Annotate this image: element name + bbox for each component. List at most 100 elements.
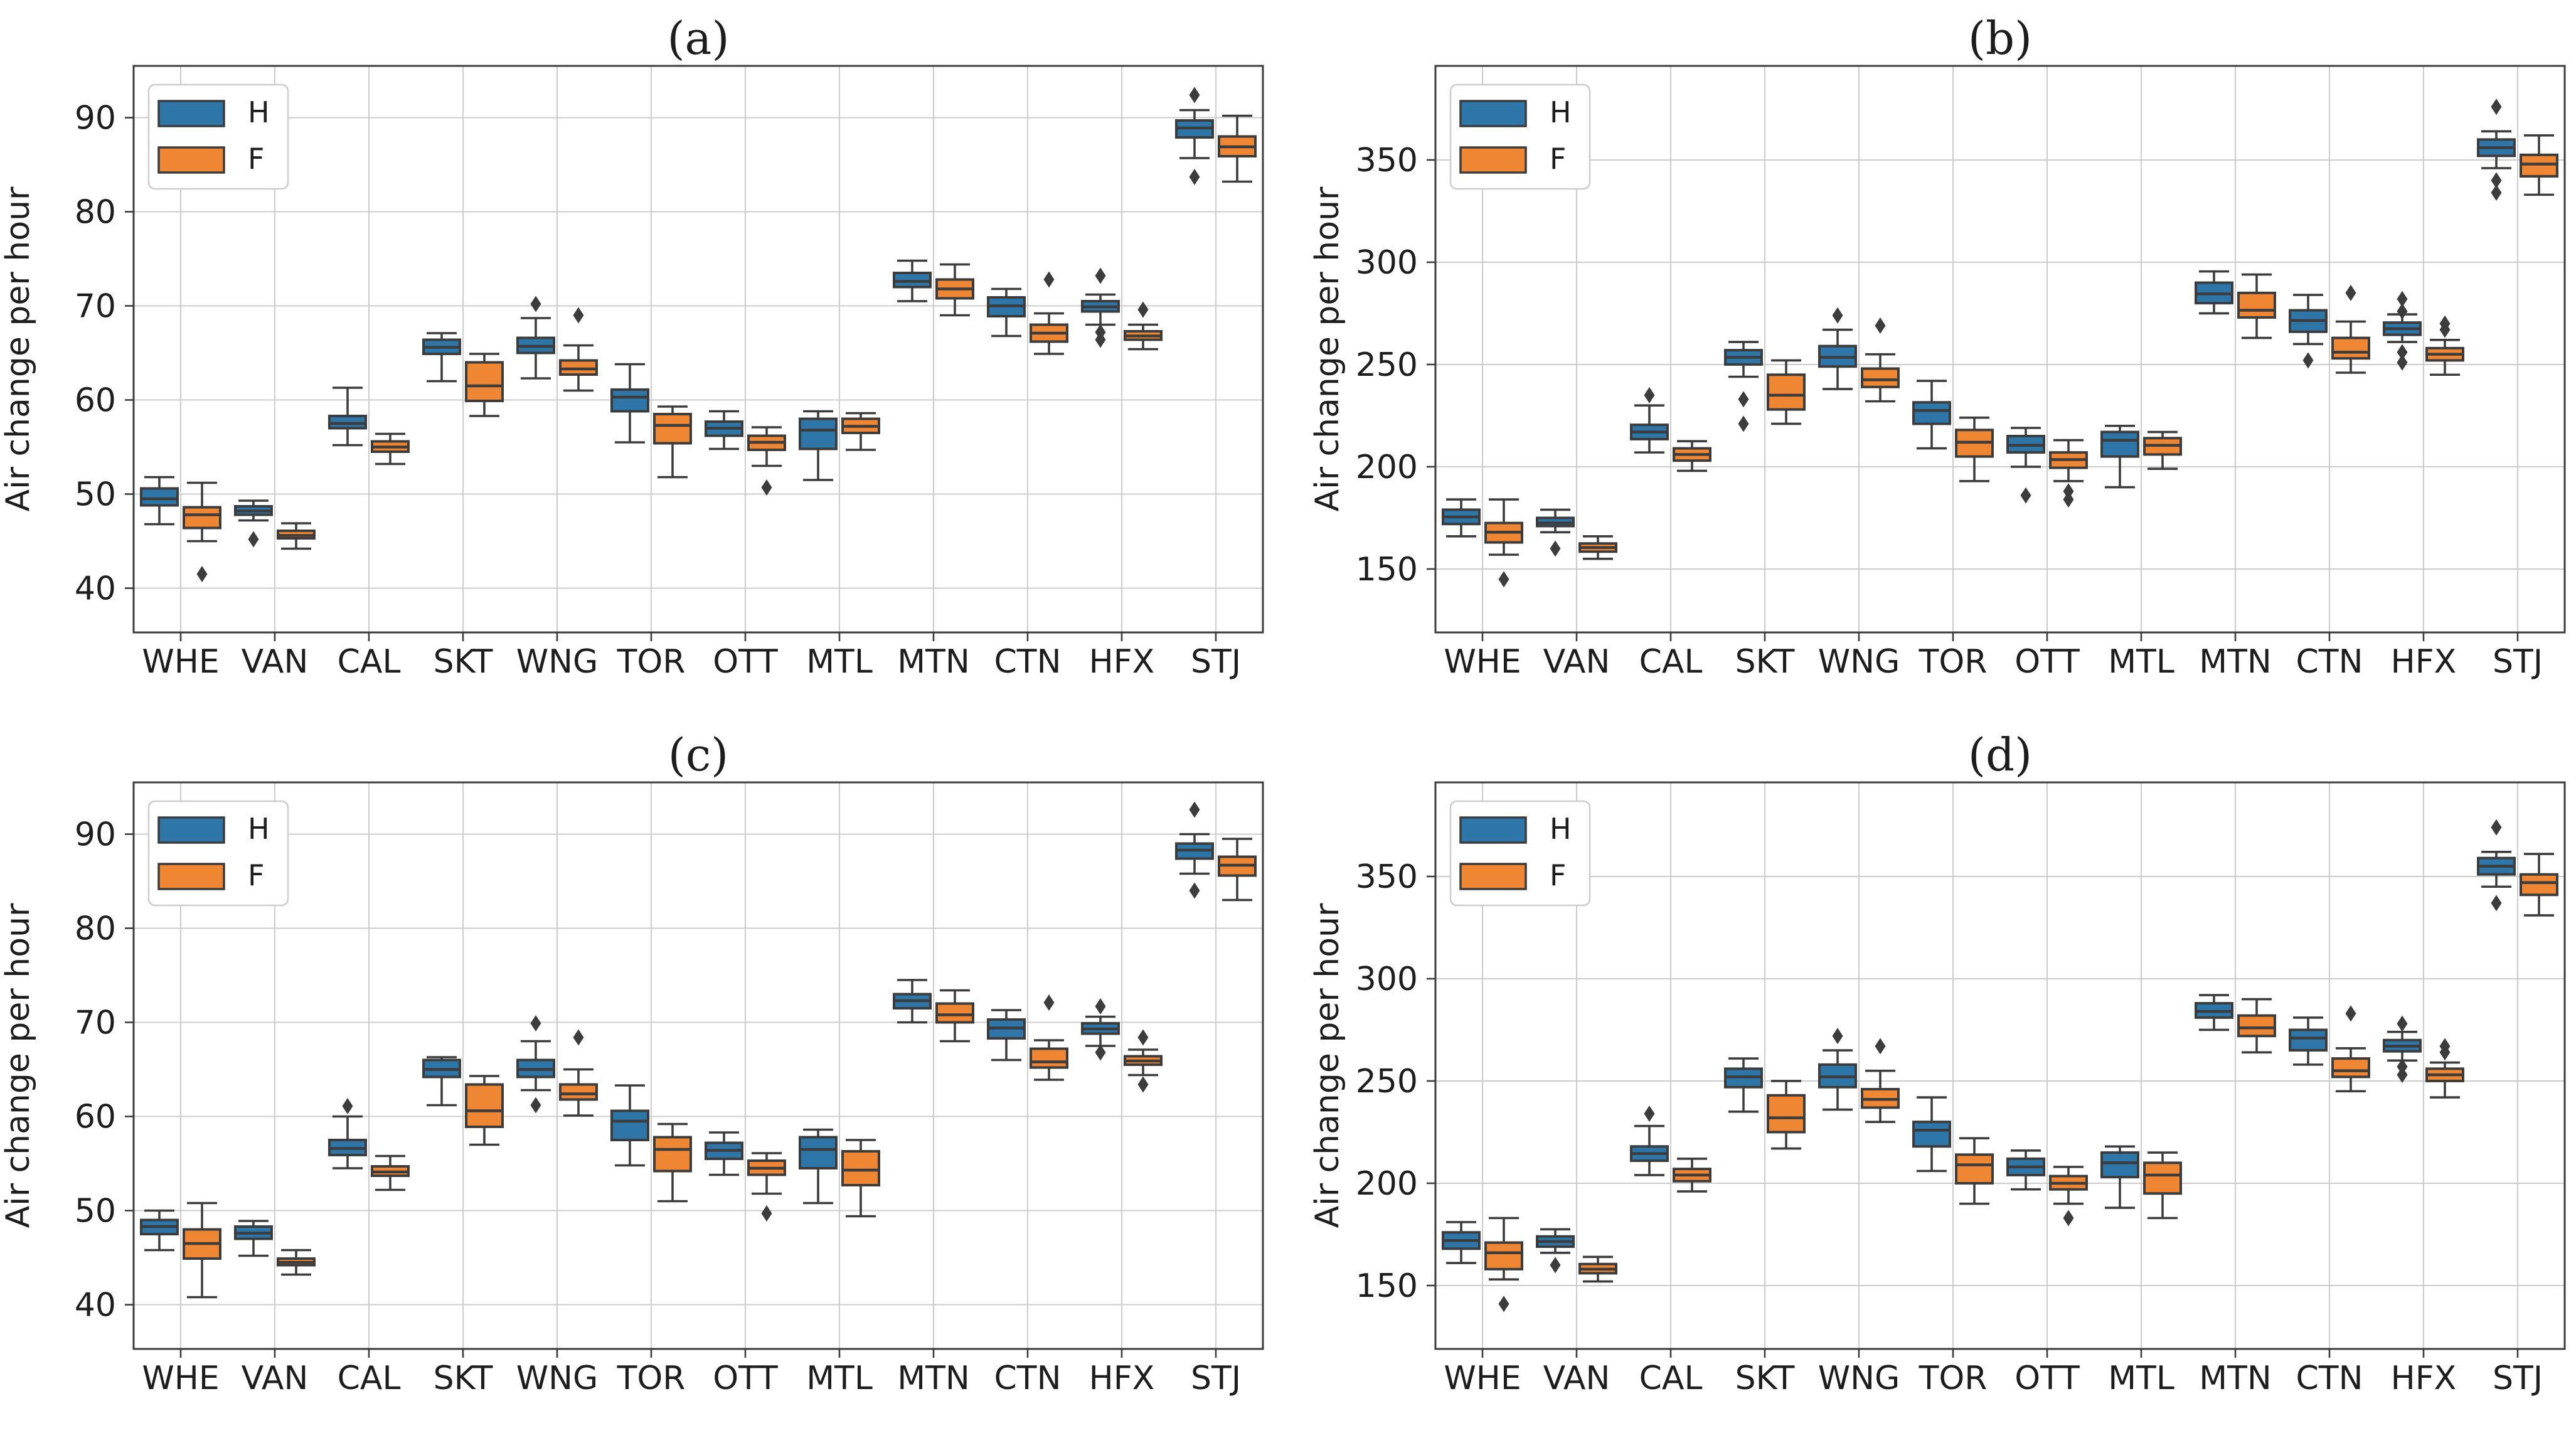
box-H-OTT <box>705 410 743 450</box>
iqr-box <box>465 361 504 402</box>
iqr-box <box>799 1136 838 1169</box>
outlier-diamond <box>2397 354 2408 371</box>
iqr-box <box>2520 153 2558 178</box>
y-tick-label: 150 <box>1356 551 1418 589</box>
outlier-diamond <box>1189 882 1200 899</box>
plot-border <box>1434 781 2566 1350</box>
box-H-CAL <box>1630 386 1669 454</box>
box-H-TOR <box>1912 1096 1951 1173</box>
iqr-box <box>935 1002 974 1024</box>
outlier-diamond <box>196 566 208 582</box>
box-F-STJ <box>2520 853 2558 917</box>
box-H-SKT <box>1724 341 1763 432</box>
box-H-OTT <box>705 1131 743 1176</box>
box-H-WNG <box>516 1015 555 1114</box>
outlier-diamond <box>1137 1029 1149 1046</box>
plot-border <box>1434 65 2566 634</box>
box-H-CTN <box>2289 294 2328 369</box>
outlier-diamond <box>1189 169 1200 185</box>
legend-label-f: F <box>1550 858 1566 892</box>
x-tick-label: SKT <box>1735 643 1795 681</box>
iqr-box <box>653 1136 692 1173</box>
box-F-SKT <box>465 1075 504 1146</box>
legend: HF <box>147 800 289 907</box>
iqr-box <box>140 487 179 507</box>
x-tick-label: HFX <box>1089 1360 1155 1397</box>
box-H-MTL <box>2100 1145 2139 1209</box>
x-tick-label: OTT <box>713 1360 778 1397</box>
box-H-WHE <box>1442 1221 1481 1264</box>
x-tick-label: WNG <box>1818 643 1900 681</box>
outlier-diamond <box>2020 487 2031 504</box>
outlier-diamond <box>1189 801 1200 818</box>
legend-swatch-h <box>157 816 225 844</box>
iqr-box <box>465 1083 504 1128</box>
box-H-STJ <box>2477 819 2516 912</box>
box-H-HFX <box>1081 998 1120 1061</box>
outlier-diamond <box>2063 483 2074 500</box>
x-tick-label: MTN <box>2199 643 2272 681</box>
iqr-box <box>2331 1057 2370 1079</box>
box-F-TOR <box>1955 416 1994 482</box>
outlier-diamond <box>2439 321 2451 338</box>
outlier-diamond <box>2345 1005 2356 1022</box>
outlier-diamond <box>1189 87 1200 104</box>
box-H-MTL <box>799 410 838 481</box>
plot-border <box>132 65 1264 634</box>
box-F-MTN <box>935 989 974 1043</box>
iqr-box <box>183 506 221 530</box>
y-tick-label: 200 <box>1356 1165 1418 1203</box>
x-tick-label: CAL <box>1639 1360 1703 1397</box>
outlier-diamond <box>1498 571 1509 588</box>
outlier-diamond <box>530 1097 541 1114</box>
y-tick-label: 60 <box>75 382 116 420</box>
y-tick-label: 90 <box>75 100 116 137</box>
legend-label-h: H <box>248 812 270 846</box>
y-tick-label: 350 <box>1356 142 1418 179</box>
box-F-WNG <box>559 1029 598 1117</box>
panel-c: (c) Air change per hour 40 50 60 70 80 90 WHE VAN… <box>0 716 1288 1433</box>
legend-label-f: F <box>248 858 264 892</box>
y-tick-label: 150 <box>1356 1267 1418 1305</box>
outlier-diamond <box>1550 1257 1561 1274</box>
box-F-CAL <box>1673 1158 1711 1193</box>
box-F-SKT <box>1767 1080 1806 1150</box>
box-F-HFX <box>2425 315 2464 376</box>
outlier-diamond <box>1137 301 1149 318</box>
legend: HF <box>147 83 289 190</box>
box-H-VAN <box>234 499 273 548</box>
outlier-diamond <box>2063 491 2074 508</box>
x-tick-label: MTL <box>806 1360 873 1397</box>
outlier-diamond <box>530 296 541 312</box>
legend-label-h: H <box>248 95 270 129</box>
x-tick-label: WHE <box>142 1360 219 1397</box>
panel-b-canvas: (b) Air change per hour 150 200 250 300 350 WHE… <box>1309 12 2566 681</box>
iqr-box <box>2331 336 2370 360</box>
outlier-diamond <box>2397 290 2408 307</box>
box-F-CTN <box>1030 271 1068 355</box>
box-F-TOR <box>653 1122 692 1203</box>
iqr-box <box>841 1150 880 1186</box>
box-H-HFX <box>1081 267 1120 348</box>
x-tick-label: TOR <box>617 1360 686 1397</box>
outlier-diamond <box>2063 1210 2074 1227</box>
box-H-WHE <box>140 1209 179 1252</box>
x-tick-label: WHE <box>1444 1360 1521 1397</box>
iqr-box <box>559 1083 598 1101</box>
box-F-OTT <box>2049 439 2088 508</box>
outlier-diamond <box>2397 1015 2408 1032</box>
panel-d-canvas: (d) Air change per hour 150 200 250 300 350 WHE… <box>1309 728 2566 1397</box>
box-F-VAN <box>277 522 316 550</box>
box-F-MTN <box>2237 998 2276 1054</box>
legend-label-f: F <box>248 142 264 176</box>
iqr-box <box>1484 1241 1523 1271</box>
box-F-STJ <box>1218 114 1257 183</box>
x-tick-label: VAN <box>242 643 309 681</box>
x-tick-label: WHE <box>1444 643 1521 681</box>
outlier-diamond <box>1498 1296 1509 1313</box>
x-tick-label: VAN <box>242 1360 309 1397</box>
x-tick-label: TOR <box>1919 1360 1988 1397</box>
outlier-diamond <box>2345 284 2356 301</box>
outlier-diamond <box>2491 895 2502 912</box>
box-H-WHE <box>1442 498 1481 538</box>
